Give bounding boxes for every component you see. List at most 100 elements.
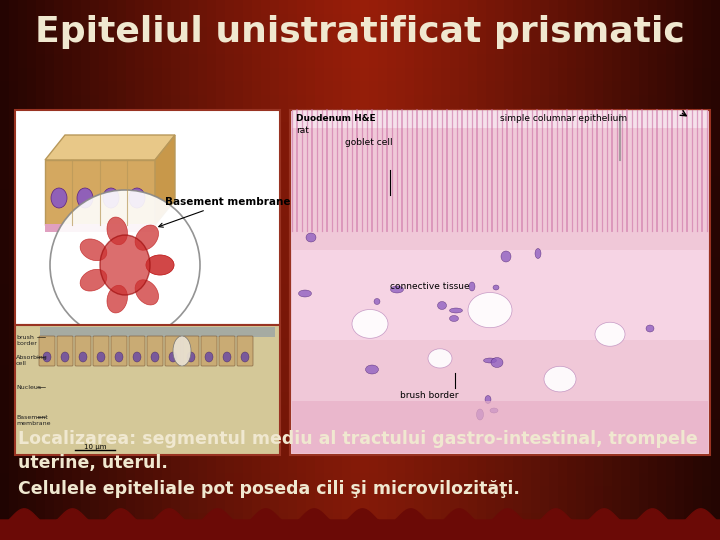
Bar — [18, 0, 27, 540]
Bar — [459, 0, 468, 540]
Polygon shape — [155, 135, 175, 225]
Text: Basement
membrane: Basement membrane — [16, 415, 50, 426]
Bar — [0, 81, 720, 94]
Bar — [0, 472, 720, 486]
FancyBboxPatch shape — [237, 336, 253, 366]
Bar — [171, 0, 180, 540]
Bar — [585, 0, 594, 540]
Ellipse shape — [352, 309, 388, 338]
Bar — [0, 270, 720, 284]
Bar — [15, 325, 280, 455]
Bar — [657, 0, 666, 540]
Bar — [81, 0, 90, 540]
Bar — [0, 122, 720, 135]
Ellipse shape — [103, 188, 119, 208]
Bar — [279, 0, 288, 540]
Bar — [666, 0, 675, 540]
Bar — [630, 0, 639, 540]
Text: simple columnar epithelium: simple columnar epithelium — [500, 114, 627, 123]
Ellipse shape — [77, 188, 93, 208]
Text: 10 µm: 10 µm — [84, 444, 107, 450]
Bar — [648, 0, 657, 540]
Ellipse shape — [107, 285, 127, 313]
Bar — [0, 162, 720, 176]
Bar — [36, 0, 45, 540]
Ellipse shape — [43, 352, 51, 362]
Text: Basement membrane: Basement membrane — [159, 197, 290, 227]
Bar — [297, 0, 306, 540]
Bar — [0, 351, 720, 364]
Ellipse shape — [595, 322, 625, 346]
Bar — [54, 0, 63, 540]
Ellipse shape — [79, 352, 87, 362]
Bar — [153, 0, 162, 540]
Text: Absorbing
cell: Absorbing cell — [16, 355, 48, 366]
Ellipse shape — [468, 293, 512, 328]
Bar — [351, 0, 360, 540]
Ellipse shape — [80, 269, 107, 291]
Ellipse shape — [469, 282, 475, 291]
Bar — [0, 14, 720, 27]
Ellipse shape — [135, 280, 158, 305]
Bar — [387, 0, 396, 540]
Text: Localizarea: segmentul mediu al tractului gastro-intestinal, trompele
uterine, u: Localizarea: segmentul mediu al tractulu… — [18, 430, 698, 471]
Bar — [675, 0, 684, 540]
Bar — [0, 486, 720, 500]
Bar — [0, 364, 720, 378]
Bar — [0, 297, 720, 310]
Ellipse shape — [490, 408, 498, 413]
Ellipse shape — [173, 336, 191, 366]
Ellipse shape — [646, 325, 654, 332]
Bar — [144, 0, 153, 540]
FancyBboxPatch shape — [201, 336, 217, 366]
Bar — [0, 108, 720, 122]
Bar — [315, 0, 324, 540]
Bar — [0, 284, 720, 297]
Bar — [0, 392, 720, 405]
Bar — [207, 0, 216, 540]
Bar — [558, 0, 567, 540]
Bar — [0, 405, 720, 418]
Bar — [0, 338, 720, 351]
Bar — [117, 0, 126, 540]
Bar — [0, 418, 720, 432]
Bar — [0, 324, 720, 338]
Ellipse shape — [544, 366, 576, 392]
Bar — [216, 0, 225, 540]
Bar — [396, 0, 405, 540]
Bar — [621, 0, 630, 540]
Text: goblet cell: goblet cell — [345, 138, 392, 147]
Bar — [162, 0, 171, 540]
Ellipse shape — [100, 235, 150, 295]
Bar — [292, 401, 708, 453]
Bar — [414, 0, 423, 540]
Ellipse shape — [115, 352, 123, 362]
Bar — [369, 0, 378, 540]
FancyBboxPatch shape — [183, 336, 199, 366]
Bar — [333, 0, 342, 540]
Bar — [0, 54, 720, 68]
Bar — [63, 0, 72, 540]
Bar — [684, 0, 693, 540]
Bar — [486, 0, 495, 540]
Bar — [198, 0, 207, 540]
Text: Epiteliul unistratificat prismatic: Epiteliul unistratificat prismatic — [35, 15, 685, 49]
Bar — [108, 0, 117, 540]
Ellipse shape — [51, 188, 67, 208]
Bar — [405, 0, 414, 540]
Bar — [0, 40, 720, 54]
Bar — [306, 0, 315, 540]
Text: connective tissue: connective tissue — [390, 282, 469, 292]
Bar — [15, 110, 280, 325]
Bar — [423, 0, 432, 540]
FancyBboxPatch shape — [111, 336, 127, 366]
Ellipse shape — [485, 395, 491, 403]
Ellipse shape — [484, 358, 497, 363]
Bar — [360, 0, 369, 540]
Bar — [0, 500, 720, 513]
Bar — [261, 0, 270, 540]
Bar — [27, 0, 36, 540]
Bar — [0, 176, 720, 189]
Bar — [45, 0, 54, 540]
FancyBboxPatch shape — [129, 336, 145, 366]
